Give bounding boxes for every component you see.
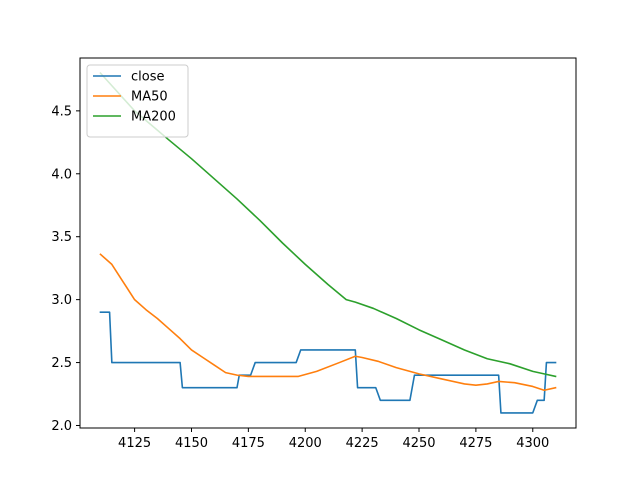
legend-box xyxy=(86,64,189,138)
series-line-ma50 xyxy=(99,253,557,392)
x-tick-label: 4125 xyxy=(118,436,151,451)
legend-label-ma50: MA50 xyxy=(131,90,168,105)
x-tick-label: 4300 xyxy=(516,436,549,451)
x-tick-label: 4150 xyxy=(175,436,208,451)
x-tick-label: 4200 xyxy=(289,436,322,451)
y-tick-label: 3.5 xyxy=(51,230,72,245)
y-tick-label: 2.0 xyxy=(51,419,72,434)
x-tick-label: 4175 xyxy=(232,436,265,451)
series-line-close xyxy=(99,311,557,414)
plot-lines xyxy=(99,71,557,414)
y-tick-label: 3.0 xyxy=(51,293,72,308)
legend-label-close: close xyxy=(131,70,164,85)
y-tick-label: 2.5 xyxy=(51,356,72,371)
x-tick-label: 4275 xyxy=(459,436,492,451)
x-tick-label: 4250 xyxy=(402,436,435,451)
axes-frame xyxy=(79,57,577,429)
y-tick-label: 4.5 xyxy=(51,104,72,119)
y-axis-ticks: 2.0 2.5 3.0 3.5 4.0 4.5 xyxy=(51,104,80,434)
legend-label-ma200: MA200 xyxy=(131,110,176,125)
y-tick-label: 4.0 xyxy=(51,167,72,182)
x-tick-label: 4225 xyxy=(346,436,379,451)
series-line-ma200 xyxy=(99,71,557,378)
x-axis-ticks: 4125 4150 4175 4200 4225 4250 4275 4300 xyxy=(118,428,549,451)
legend: close MA50 MA200 xyxy=(86,64,189,138)
